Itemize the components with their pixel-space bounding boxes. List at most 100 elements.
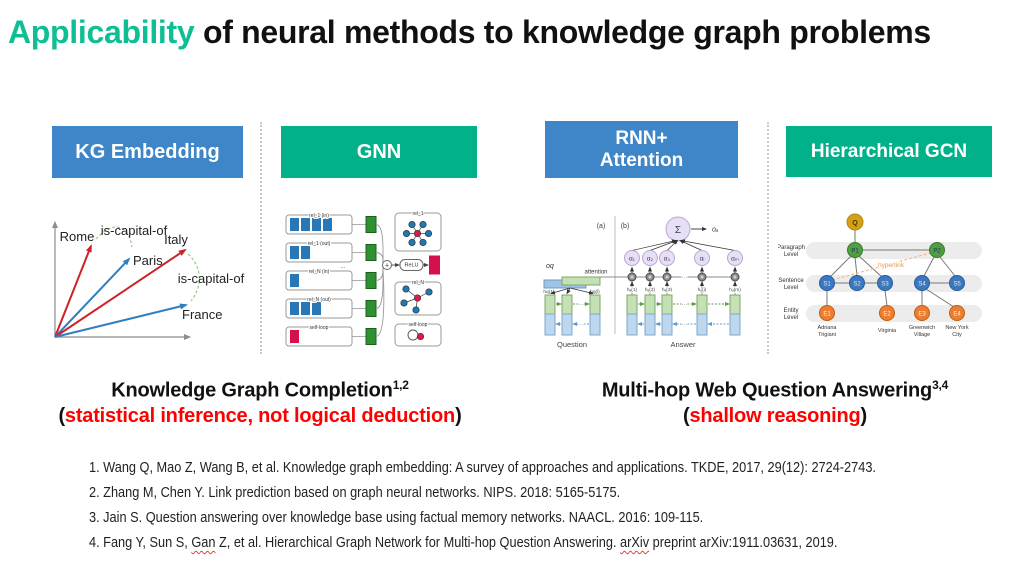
panel-a-label: (a) xyxy=(597,223,606,230)
svg-text:P2: P2 xyxy=(933,249,941,255)
svg-text:rel_1: rel_1 xyxy=(412,211,423,217)
svg-text:Level: Level xyxy=(784,285,798,291)
reference-2: 2. Zhang M, Chen Y. Link prediction base… xyxy=(89,484,621,501)
svg-text:rel_N (out): rel_N (out) xyxy=(307,297,331,303)
header-hierarchical-gcn: Hierarchical GCN xyxy=(786,126,992,177)
svg-text:···: ··· xyxy=(578,302,584,308)
relN-star-graph xyxy=(400,285,433,314)
reference-4-part-a: 4. Fang Y, Sun S, xyxy=(89,534,192,551)
rome-vector xyxy=(54,244,92,338)
svg-text:hq(l): hq(l) xyxy=(590,289,600,295)
svg-text:α₃: α₃ xyxy=(664,256,671,263)
answer-columns xyxy=(626,294,741,336)
relation-right-label: is-capital-of xyxy=(178,271,245,286)
question-fan-lines xyxy=(550,287,594,295)
svg-text:hₐ(2): hₐ(2) xyxy=(645,287,656,293)
output-embedding xyxy=(429,255,440,275)
svg-text:self-loop: self-loop xyxy=(409,322,428,328)
gnn-box-labels: rel_1 (in) rel_1 (out) rel_N (in) rel_N … xyxy=(306,210,428,332)
svg-text:rel_N (in): rel_N (in) xyxy=(309,269,330,275)
relation-arc-right xyxy=(187,253,200,302)
svg-text:Entity: Entity xyxy=(783,308,798,314)
svg-text:···: ··· xyxy=(682,275,688,281)
svg-text:S3: S3 xyxy=(881,282,889,288)
caption-qa-paren-open: ( xyxy=(682,404,690,427)
graph-edges xyxy=(826,230,956,308)
svg-text:hₐ(3): hₐ(3) xyxy=(662,287,673,293)
paragraph-nodes: P1 P2 xyxy=(847,242,945,258)
reference-4-part-e: preprint arXiv:1911.03631, 2019. xyxy=(649,534,838,551)
title-rest: of neural methods to knowledge graph pro… xyxy=(194,14,931,50)
title-highlight: Applicability xyxy=(8,14,195,50)
svg-text:Greenwich: Greenwich xyxy=(909,325,935,331)
caption-qa-annotation: shallow reasoning xyxy=(689,404,861,427)
caption-kg-title-line: Knowledge Graph Completion1,2 xyxy=(28,373,492,404)
svg-text:αᵢ: αᵢ xyxy=(700,256,705,263)
header-kg-embedding: KG Embedding xyxy=(52,126,243,178)
sequence-ellipses: ··· ··· ··· ··· ··· xyxy=(577,274,688,329)
panel-b-label: (b) xyxy=(621,223,630,230)
svg-text:E4: E4 xyxy=(953,312,961,318)
gnn-ellipsis: ... xyxy=(340,264,345,270)
svg-text:S2: S2 xyxy=(853,282,861,288)
reference-4-part-c: Z, et al. Hierarchical Graph Network for… xyxy=(215,534,621,551)
answer-label: Answer xyxy=(670,340,696,349)
header-gnn-label: GNN xyxy=(356,140,402,163)
italy-label: Italy xyxy=(164,232,188,247)
question-node xyxy=(846,213,864,231)
reference-3: 3. Jain S. Question answering over knowl… xyxy=(89,509,704,526)
gnn-green-transforms xyxy=(352,216,377,345)
sentence-nodes: S1 S2 S3 S4 S5 xyxy=(819,275,965,291)
svg-text:S1: S1 xyxy=(823,282,831,288)
reference-1: 1. Wang Q, Mao Z, Wang B, et al. Knowled… xyxy=(89,459,876,476)
dotted-separator-right xyxy=(767,122,769,354)
svg-text:···: ··· xyxy=(682,302,688,308)
header-rnn-line2: Attention xyxy=(599,149,684,171)
france-label: France xyxy=(182,307,222,322)
relation-top-label: is-capital-of xyxy=(101,223,168,238)
svg-text:Level: Level xyxy=(784,252,798,258)
caption-qa-refs-sup: 3,4 xyxy=(932,378,949,392)
o-a-label: oₐ xyxy=(712,227,719,234)
paris-label: Paris xyxy=(133,253,163,268)
dotted-separator-left xyxy=(260,122,262,354)
paris-vector xyxy=(54,257,131,338)
question-label: Question xyxy=(557,340,587,349)
alpha-nodes: α₁ α₂ α₃ αᵢ αₘ xyxy=(624,239,743,266)
rome-label: Rome xyxy=(60,229,95,244)
caption-qa-paren-close: ) xyxy=(860,404,868,427)
svg-text:α₁: α₁ xyxy=(629,256,636,263)
svg-text:Level: Level xyxy=(784,315,798,321)
hyperlink-label: hyperlink xyxy=(878,262,905,269)
sum-node xyxy=(382,260,392,270)
question-columns xyxy=(544,294,601,336)
svg-text:αₘ: αₘ xyxy=(731,256,739,263)
svg-text:S4: S4 xyxy=(918,282,926,288)
svg-text:self-loop: self-loop xyxy=(310,325,329,331)
caption-kg-refs-sup: 1,2 xyxy=(392,378,409,392)
svg-text:hₐ(1): hₐ(1) xyxy=(627,287,638,293)
caption-kg-paren-open: ( xyxy=(58,404,65,427)
caption-kg-annotation: statistical inference, not logical deduc… xyxy=(64,404,456,427)
gnn-diagram: + ReLU ... rel_1 (in) rel_1 xyxy=(285,210,442,347)
self-loop-graph xyxy=(407,329,425,341)
caption-kg-paren-close: ) xyxy=(455,404,462,427)
sum-plus-label: + xyxy=(385,263,389,270)
entity-nodes: E1 E2 E3 E4 xyxy=(819,305,965,321)
reference-4-arxiv-misspell: arXiv xyxy=(620,534,650,551)
svg-text:hₐ(m): hₐ(m) xyxy=(729,287,741,293)
attention-label: attention xyxy=(584,270,607,276)
caption-qa-title: Multi-hop Web Question Answering xyxy=(601,379,933,402)
svg-text:rel_1 (in): rel_1 (in) xyxy=(309,213,329,219)
svg-text:Trigiani: Trigiani xyxy=(818,332,836,338)
header-rnn-attention: RNN+ Attention xyxy=(545,121,738,178)
caption-kg-completion: Knowledge Graph Completion1,2 (statistic… xyxy=(28,373,492,429)
header-rnn-line1: RNN+ xyxy=(615,127,668,149)
svg-text:rel_1 (out): rel_1 (out) xyxy=(308,241,331,247)
svg-text:rel_N: rel_N xyxy=(412,280,424,286)
france-vector xyxy=(54,303,188,338)
rel1-star-graph xyxy=(402,220,433,247)
caption-qa-title-line: Multi-hop Web Question Answering3,4 xyxy=(543,373,1007,404)
